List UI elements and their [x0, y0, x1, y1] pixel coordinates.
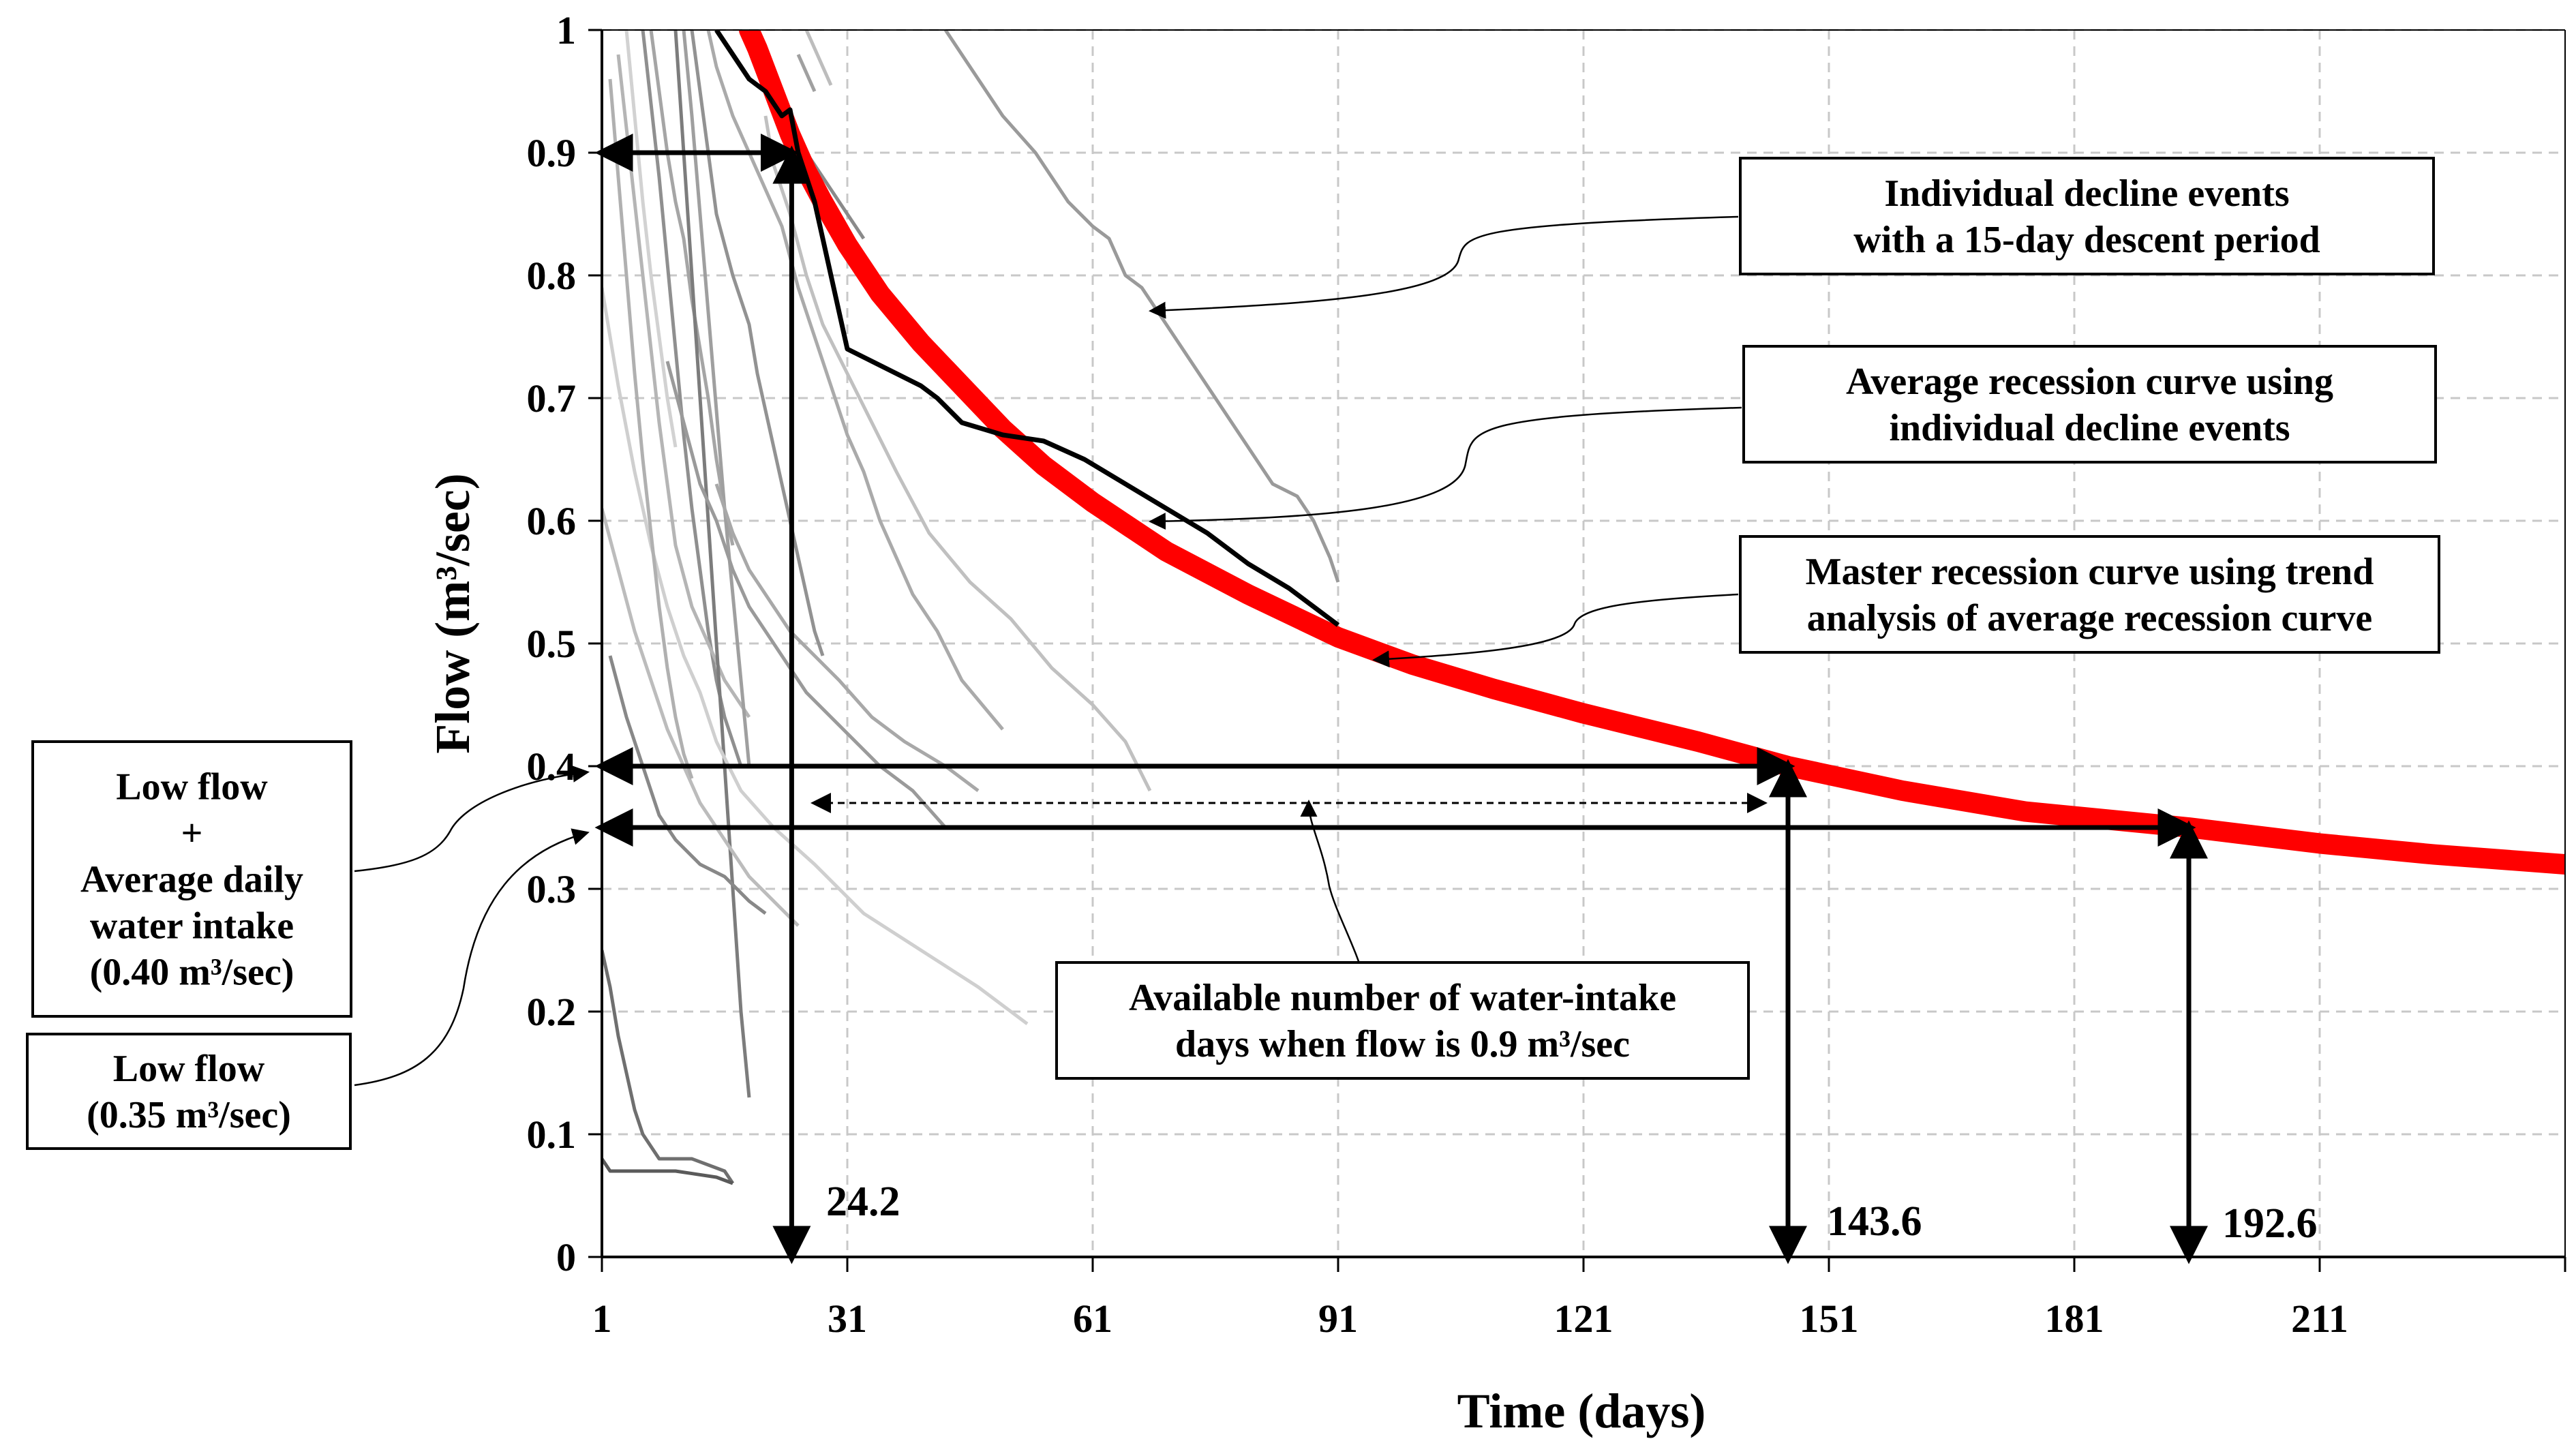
decline-event-line-2	[943, 30, 1340, 583]
x-tick-label-3: 91	[1318, 1296, 1358, 1341]
y-tick-label-2: 0.2	[527, 990, 577, 1034]
x-tick-label-5: 151	[1800, 1296, 1859, 1341]
leader-line-1	[1149, 406, 1742, 530]
leader-line-0	[1149, 215, 1739, 319]
annotation-text-lowflow-1: (0.35 m³/sec)	[87, 1094, 291, 1136]
leader-line-4	[354, 828, 590, 1087]
decline-event-line-19	[602, 950, 735, 1185]
annotation-text-intake-3: water intake	[90, 905, 294, 947]
decline-event-line-16	[602, 287, 1029, 1025]
decline-event-line-7	[641, 30, 743, 767]
x-tick-label-0: 1	[592, 1296, 612, 1341]
annotation-text-intake-0: Low flow	[116, 766, 268, 808]
y-tick-label-3: 0.3	[527, 867, 577, 911]
x-tick-label-1: 31	[828, 1296, 867, 1341]
y-tick-label-0: 0	[556, 1235, 576, 1279]
decline-event-line-8	[616, 54, 751, 718]
decline-event-line-4	[804, 30, 833, 87]
annotation-text-events-1: with a 15-day descent period	[1853, 219, 2320, 261]
annotation-text-lowflow-0: Low flow	[113, 1048, 265, 1090]
leader-line-5	[1300, 800, 1368, 988]
annotation-text-average-0: Average recession curve using	[1846, 361, 2333, 403]
y-tick-label-10: 1	[556, 8, 576, 52]
y-tick-label-5: 0.5	[527, 622, 577, 666]
annotation-text-average-1: individual decline events	[1889, 407, 2290, 449]
annotation-text-intake-2: Average daily	[80, 859, 303, 901]
annotation-box-average	[1742, 345, 2437, 464]
decline-event-line-21	[608, 78, 694, 779]
y-tick-label-7: 0.7	[527, 376, 577, 421]
decline-event-line-22	[624, 30, 678, 448]
annotation-text-master-0: Master recession curve using trend	[1806, 551, 2374, 593]
annotation-box-master	[1739, 535, 2440, 654]
annotation-box-intake	[31, 740, 352, 1018]
reference-arrows	[594, 134, 2208, 1264]
x-tick-label-4: 121	[1554, 1296, 1613, 1341]
annotation-text-events-0: Individual decline events	[1884, 172, 2289, 215]
annotation-text-intake-1: +	[181, 813, 203, 855]
x-axis-label: Time (days)	[1457, 1384, 1706, 1438]
x-tick-label-2: 61	[1073, 1296, 1112, 1341]
decline-event-line-10	[673, 30, 751, 1098]
annotation-box-available	[1055, 961, 1750, 1080]
x-tick-label-7: 211	[2291, 1296, 2348, 1341]
y-tick-label-8: 0.8	[527, 254, 577, 298]
master-recession-line	[739, 30, 2565, 875]
annotation-box-lowflow	[26, 1033, 352, 1150]
annotation-leaders	[354, 215, 1742, 1087]
leader-line-2	[1372, 593, 1739, 668]
value-label-143-6: 143.6	[1827, 1198, 1922, 1245]
decline-event-line-20	[602, 1157, 733, 1185]
leader-line-3	[354, 765, 590, 873]
annotation-box-events	[1739, 157, 2435, 275]
main-curves	[714, 30, 2565, 875]
value-label-24-2: 24.2	[826, 1179, 900, 1225]
y-tick-label-1: 0.1	[527, 1112, 577, 1157]
y-tick-label-9: 0.9	[527, 131, 577, 175]
annotation-text-intake-4: (0.40 m³/sec)	[90, 952, 294, 994]
value-labels: 24.2 143.6 192.6	[826, 1179, 2318, 1247]
value-label-192-6: 192.6	[2222, 1200, 2318, 1247]
x-tick-label-6: 181	[2045, 1296, 2104, 1341]
annotation-text-master-1: analysis of average recession curve	[1807, 597, 2372, 639]
axes: 00.10.20.30.40.50.60.70.80.911 31 61 91 121 1…	[527, 8, 2566, 1341]
y-axis-label: Flow (m³/sec)	[425, 473, 480, 753]
y-tick-label-6: 0.6	[527, 499, 577, 543]
annotation-text-available-1: days when flow is 0.9 m³/sec	[1175, 1023, 1630, 1065]
decline-events	[602, 30, 1340, 1185]
average-recession-line	[714, 30, 1340, 627]
decline-event-line-3	[796, 53, 817, 93]
annotation-text-available-0: Available number of water-intake	[1129, 977, 1676, 1019]
